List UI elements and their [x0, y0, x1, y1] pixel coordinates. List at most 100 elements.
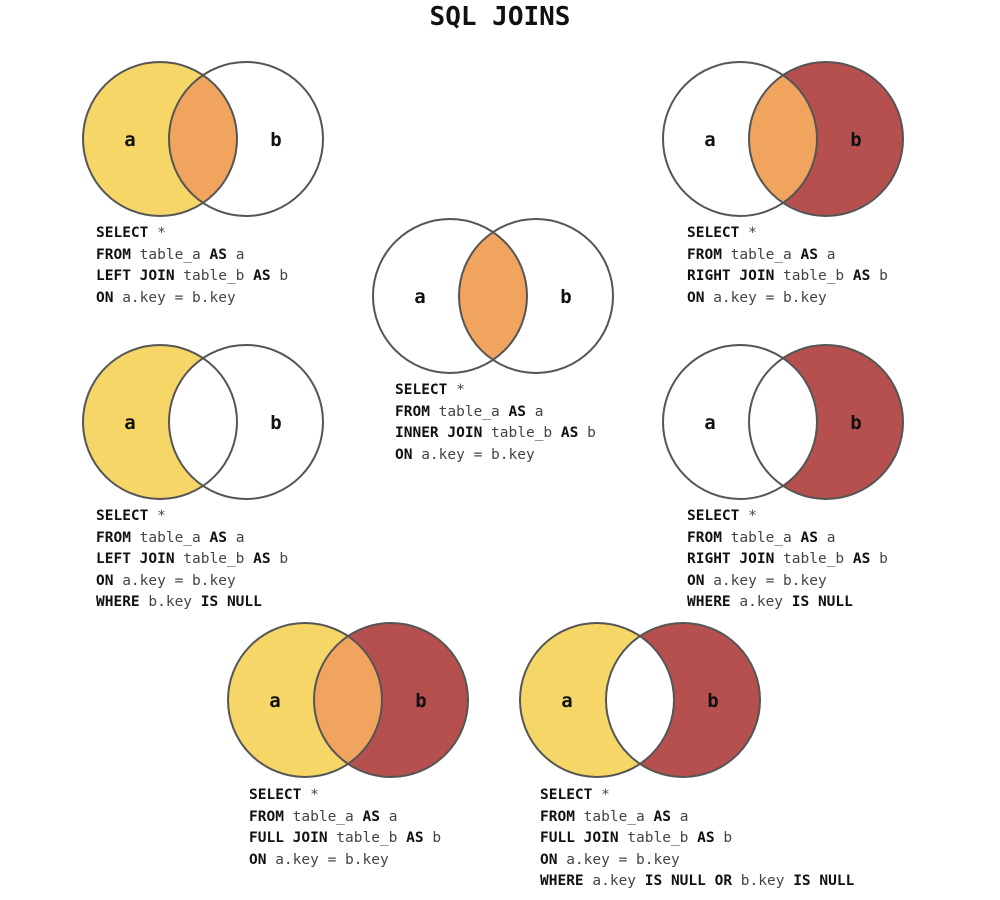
sql-keyword: LEFT JOIN [96, 551, 175, 567]
sql-text: a [379, 808, 398, 825]
venn-label-a: a [269, 690, 280, 712]
sql-keyword: ON [395, 446, 413, 463]
sql-keyword: AS [800, 246, 818, 263]
sql-text: * [148, 225, 166, 241]
sql-keyword: RIGHT JOIN [687, 551, 775, 567]
sql-keyword: IS NULL [644, 873, 706, 889]
venn-label-b: b [415, 690, 426, 712]
sql-keyword: FROM [687, 529, 722, 546]
sql-keyword: ON [540, 851, 558, 868]
query-line: SELECT * [249, 785, 441, 807]
sql-text: a.key = b.key [113, 289, 236, 306]
sql-text: a [525, 403, 544, 420]
sql-text: table_b [482, 425, 561, 441]
venn-region-b-only [640, 623, 760, 777]
sql-keyword: FULL JOIN [540, 830, 619, 846]
query-full-join: SELECT * FROM table_a AS a FULL JOIN table… [249, 785, 441, 871]
venn-label-a: a [704, 412, 715, 434]
venn-circle-b-outline [458, 218, 614, 374]
venn-circle-a-outline [372, 218, 528, 374]
venn-region-b-only [783, 62, 903, 217]
query-line: SELECT * [96, 223, 288, 245]
query-left-join: SELECT * FROM table_a AS a LEFT JOIN table… [96, 223, 288, 309]
sql-keyword: FROM [96, 529, 131, 546]
query-line: ON a.key = b.key [687, 288, 888, 310]
sql-text: table_a [574, 808, 654, 825]
sql-keyword: AS [253, 268, 271, 284]
sql-text: a.key = b.key [557, 851, 680, 868]
sql-text: a [226, 246, 245, 263]
sql-keyword: IS NULL [200, 594, 262, 610]
venn-circle-b-outline [748, 61, 904, 217]
venn-region-a-only [83, 62, 203, 217]
query-line: FROM table_a AS a [540, 807, 854, 829]
venn-circle-a-outline [662, 344, 818, 500]
sql-keyword: SELECT [96, 225, 149, 241]
query-line: WHERE a.key IS NULL OR b.key IS NULL [540, 871, 854, 893]
query-line: LEFT JOIN table_b AS b [96, 549, 288, 571]
sql-text: table_a [429, 403, 509, 420]
venn-label-a: a [414, 286, 425, 308]
venn-region-overlap [749, 75, 817, 203]
venn-label-a: a [704, 129, 715, 151]
sql-text: table_b [327, 830, 407, 846]
sql-text: a.key = b.key [266, 851, 389, 868]
venn-region-overlap [459, 232, 527, 360]
venn-label-b: b [270, 129, 281, 151]
sql-text: a.key [730, 594, 792, 610]
sql-keyword: AS [209, 246, 227, 263]
query-line: RIGHT JOIN table_b AS b [687, 266, 888, 288]
venn-label-b: b [707, 690, 718, 712]
sql-text: a [226, 529, 245, 546]
sql-keyword: AS [508, 403, 526, 420]
sql-keyword: ON [687, 289, 705, 306]
sql-keyword: FROM [96, 246, 131, 263]
query-line: FULL JOIN table_b AS b [249, 828, 441, 850]
sql-text: * [592, 787, 610, 803]
venn-label-a: a [561, 690, 572, 712]
sql-text: b [870, 551, 888, 567]
sql-keyword: ON [96, 289, 114, 306]
sql-text: a.key = b.key [704, 572, 827, 589]
sql-keyword: AS [406, 830, 424, 846]
venn-circle-b-outline [605, 622, 761, 778]
venn-circle-a-outline [82, 61, 238, 217]
sql-keyword: AS [697, 830, 715, 846]
sql-keyword: INNER JOIN [395, 425, 483, 441]
query-line: FULL JOIN table_b AS b [540, 828, 854, 850]
sql-text: a [817, 246, 836, 263]
sql-keyword: FULL JOIN [249, 830, 328, 846]
sql-keyword: LEFT JOIN [96, 268, 175, 284]
venn-circle-b-outline [313, 622, 469, 778]
sql-text: a.key = b.key [113, 572, 236, 589]
query-line: SELECT * [540, 785, 854, 807]
query-line: ON a.key = b.key [249, 850, 441, 872]
sql-keyword: SELECT [687, 225, 740, 241]
sql-keyword: AS [800, 529, 818, 546]
venn-circle-a-outline [227, 622, 383, 778]
venn-label-b: b [560, 286, 571, 308]
sql-keyword: AS [209, 529, 227, 546]
sql-keyword: FROM [540, 808, 575, 825]
sql-text: b.key [139, 594, 201, 610]
sql-text: a.key = b.key [704, 289, 827, 306]
query-line: SELECT * [395, 380, 596, 402]
venn-region-a-only [83, 345, 203, 499]
venn-label-b: b [850, 412, 861, 434]
venn-label-a: a [124, 412, 135, 434]
venn-region-a-only [228, 623, 348, 777]
sql-keyword: SELECT [540, 787, 593, 803]
sql-text: * [447, 382, 465, 398]
venn-circle-a-outline [82, 344, 238, 500]
sql-text: table_a [283, 808, 363, 825]
query-full-anti-join: SELECT * FROM table_a AS a FULL JOIN table… [540, 785, 854, 893]
sql-keyword: SELECT [687, 508, 740, 524]
venn-circle-b-outline [168, 344, 324, 500]
venn-label-a: a [124, 129, 135, 151]
